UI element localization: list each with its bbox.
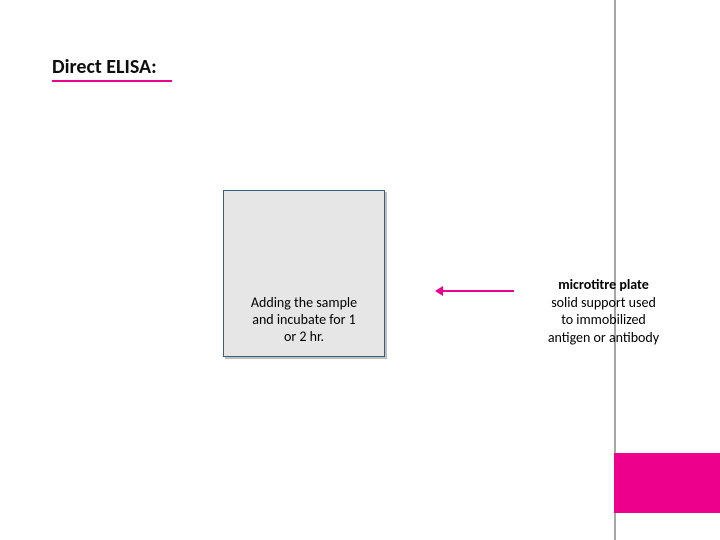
arrow-to-label (442, 290, 514, 292)
sample-box-text: Adding the sampleand incubate for 1or 2 … (224, 295, 384, 345)
pink-accent-block (614, 453, 720, 513)
slide: Direct ELISA: Adding the sampleand incub… (0, 0, 720, 540)
sample-box: Adding the sampleand incubate for 1or 2 … (223, 190, 385, 357)
slide-title: Direct ELISA: (52, 56, 157, 78)
microtitre-label: microtitre platesolid support usedto imm… (526, 276, 681, 346)
title-text: Direct ELISA: (52, 55, 157, 79)
title-underline (52, 80, 172, 82)
